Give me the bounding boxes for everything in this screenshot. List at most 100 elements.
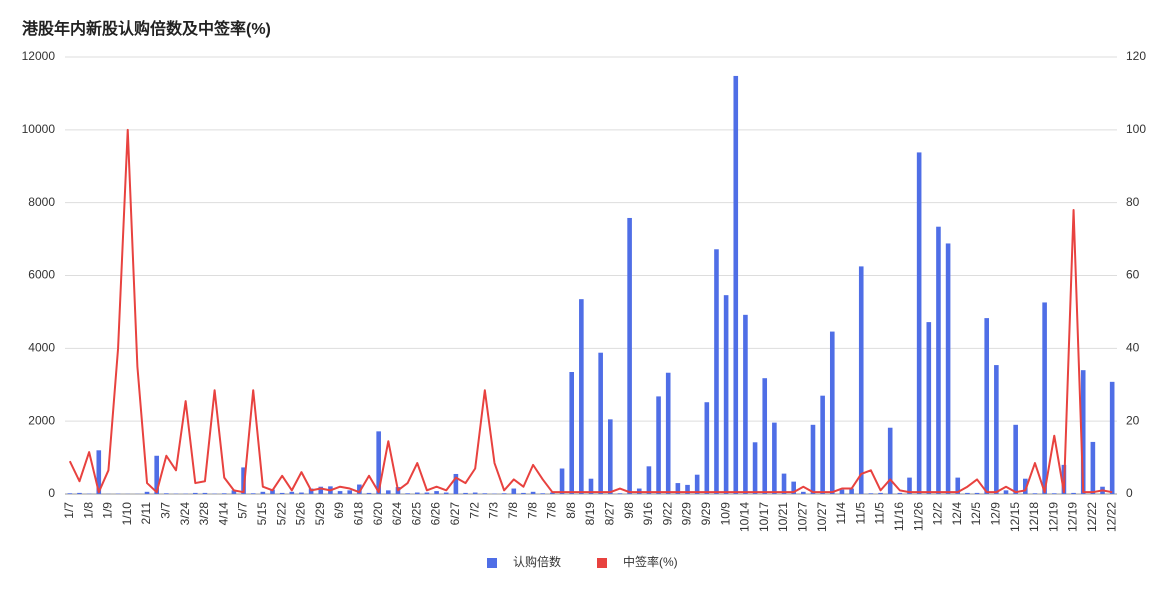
bar: [1003, 490, 1009, 494]
x-tick-label: 6/18: [352, 502, 366, 526]
bar: [955, 477, 961, 494]
bar: [414, 492, 420, 494]
bar: [472, 492, 478, 494]
bar: [221, 493, 227, 494]
bar: [366, 492, 372, 494]
y2-tick-label: 40: [1126, 341, 1140, 355]
bar: [868, 493, 874, 494]
x-tick-label: 11/26: [911, 502, 925, 531]
bar: [231, 490, 237, 494]
x-tick-label: 1/8: [81, 502, 95, 519]
bar: [1023, 478, 1028, 494]
bar: [936, 226, 941, 494]
bar: [887, 427, 893, 494]
x-tick-label: 11/5: [853, 502, 867, 525]
x-tick-label: 6/20: [371, 502, 385, 526]
bar: [617, 493, 623, 494]
bar: [945, 243, 951, 494]
bar: [1013, 424, 1018, 494]
x-tick-label: 7/8: [506, 502, 520, 519]
bar: [77, 492, 82, 494]
x-tick-label: 12/22: [1104, 502, 1118, 532]
bar: [608, 419, 613, 494]
bar: [907, 477, 912, 494]
x-tick-label: 8/19: [583, 502, 597, 526]
x-tick-label: 5/7: [236, 502, 250, 519]
y-tick-label: 6000: [28, 268, 55, 282]
bar: [144, 491, 150, 494]
y-tick-label: 8000: [28, 195, 55, 209]
bar: [916, 152, 922, 494]
x-tick-label: 3/28: [197, 502, 211, 526]
bar: [434, 491, 439, 494]
bar: [646, 466, 652, 494]
x-tick-label: 12/9: [989, 502, 1003, 526]
legend-swatch: [487, 558, 497, 568]
bar: [781, 473, 787, 494]
x-tick-label: 1/9: [101, 502, 115, 519]
bar: [1032, 493, 1038, 494]
x-tick-label: 6/27: [448, 502, 462, 526]
x-tick-label: 2/11: [139, 502, 153, 525]
x-tick-label: 9/29: [680, 502, 694, 526]
bar: [424, 492, 430, 494]
bar: [704, 402, 710, 494]
x-tick-label: 8/27: [602, 502, 616, 526]
x-tick-label: 8/8: [564, 502, 578, 519]
bar: [550, 492, 555, 494]
bar: [723, 295, 729, 494]
bar: [772, 422, 777, 494]
x-tick-label: 12/15: [1008, 502, 1022, 532]
bar: [260, 491, 266, 494]
bar: [694, 474, 700, 494]
bar: [347, 490, 353, 494]
bar: [463, 492, 468, 494]
x-tick-label: 11/5: [873, 502, 887, 525]
bar: [588, 478, 594, 494]
line: [68, 128, 1113, 494]
bar: [67, 493, 73, 494]
bar: [569, 372, 574, 494]
x-tick-label: 3/24: [178, 502, 192, 526]
x-tick-label: 11/4: [834, 502, 848, 525]
bar: [810, 424, 816, 494]
bar: [762, 378, 768, 494]
x-tick-label: 10/27: [815, 502, 829, 532]
x-tick-label: 4/14: [216, 502, 230, 526]
bar: [405, 493, 410, 494]
x-tick-label: 7/2: [467, 502, 481, 519]
bar: [530, 491, 536, 494]
x-tick-label: 5/22: [274, 502, 288, 526]
bar: [482, 493, 488, 494]
x-tick-label: 5/29: [313, 502, 327, 526]
bar: [357, 484, 362, 494]
bar: [192, 492, 198, 494]
bar: [974, 492, 980, 494]
x-tick-label: 11/16: [892, 502, 906, 531]
x-tick-label: 10/21: [776, 502, 790, 532]
bar: [164, 493, 169, 494]
x-tick-label: 12/4: [950, 502, 964, 526]
x-tick-label: 6/24: [390, 502, 404, 526]
bar: [675, 483, 681, 494]
bar: [559, 468, 565, 494]
y2-tick-label: 60: [1126, 268, 1140, 282]
x-tick-label: 1/7: [62, 502, 76, 519]
bar: [443, 492, 449, 494]
x-tick-label: 12/5: [969, 502, 983, 526]
bar: [96, 450, 102, 494]
bar: [926, 322, 932, 494]
bar: [685, 484, 690, 494]
x-tick-label: 9/29: [699, 502, 713, 526]
y2-tick-label: 20: [1126, 413, 1140, 427]
x-tick-label: 12/19: [1066, 502, 1080, 532]
chart-title: 港股年内新股认购倍数及中签率(%): [22, 19, 271, 38]
x-tick-label: 12/22: [1085, 502, 1099, 532]
bar: [801, 491, 806, 494]
bar: [984, 318, 990, 494]
bar: [1042, 302, 1047, 494]
bar: [154, 455, 159, 494]
bar: [250, 493, 256, 494]
bar: [521, 492, 526, 494]
bar: [1080, 370, 1086, 494]
